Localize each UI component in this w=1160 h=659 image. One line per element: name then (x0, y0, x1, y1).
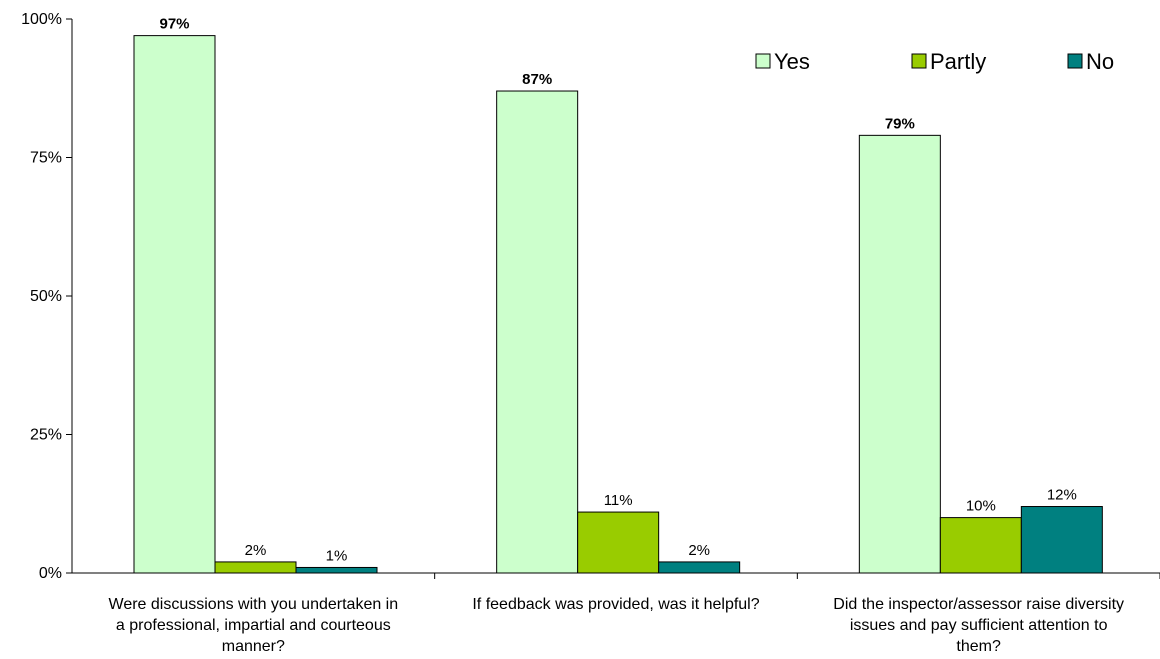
legend-swatch-no (1067, 53, 1083, 69)
data-label: 11% (604, 492, 633, 509)
legend: Yes Partly No (755, 49, 1114, 74)
y-tick-label: 100% (21, 11, 62, 28)
y-tick-label: 75% (30, 150, 62, 167)
category-label: Were discussions with you undertaken in a… (109, 596, 399, 655)
category-label: If feedback was provided, was it helpful… (472, 596, 759, 613)
data-label: 79% (885, 115, 915, 132)
data-label: 12% (1047, 487, 1077, 504)
category-label-line: issues and pay sufficient attention to (850, 617, 1108, 634)
legend-label-yes: Yes (774, 49, 810, 74)
data-label: 10% (966, 498, 996, 515)
bar-no-3 (1020, 506, 1103, 574)
legend-swatch-partly (911, 53, 927, 69)
category-label-line: them? (956, 638, 1001, 655)
bar-partly-2 (577, 511, 660, 574)
bar-partly-1 (214, 561, 297, 574)
category-labels: Were discussions with you undertaken in a… (109, 596, 1125, 655)
data-label: 1% (326, 547, 348, 564)
category-label-line: Did the inspector/assessor raise diversi… (833, 596, 1124, 613)
category-label: Did the inspector/assessor raise diversi… (833, 596, 1124, 655)
bars (133, 35, 1103, 574)
value-labels: 97% 2% 1% 87% 11% 2% 79% 10% 12% (159, 16, 1076, 565)
bar-yes-1 (133, 35, 216, 574)
bar-yes-2 (496, 90, 579, 574)
bar-no-2 (658, 561, 741, 574)
category-label-line: Were discussions with you undertaken in (109, 596, 399, 613)
legend-label-no: No (1086, 49, 1114, 74)
category-label-line: a professional, impartial and courteous (116, 617, 391, 634)
data-label: 97% (159, 16, 189, 33)
legend-swatch-yes (755, 53, 771, 69)
bar-partly-3 (939, 517, 1022, 574)
bar-yes-3 (858, 134, 941, 574)
legend-label-partly: Partly (930, 49, 986, 74)
data-label: 2% (245, 542, 267, 559)
y-tick-label: 0% (39, 565, 62, 582)
y-tick-label: 25% (30, 427, 62, 444)
category-label-line: If feedback was provided, was it helpful… (472, 596, 759, 613)
y-tick-label: 50% (30, 288, 62, 305)
data-label: 2% (688, 542, 710, 559)
category-label-line: manner? (222, 638, 285, 655)
bar-no-1 (295, 566, 378, 574)
data-label: 87% (522, 71, 552, 88)
